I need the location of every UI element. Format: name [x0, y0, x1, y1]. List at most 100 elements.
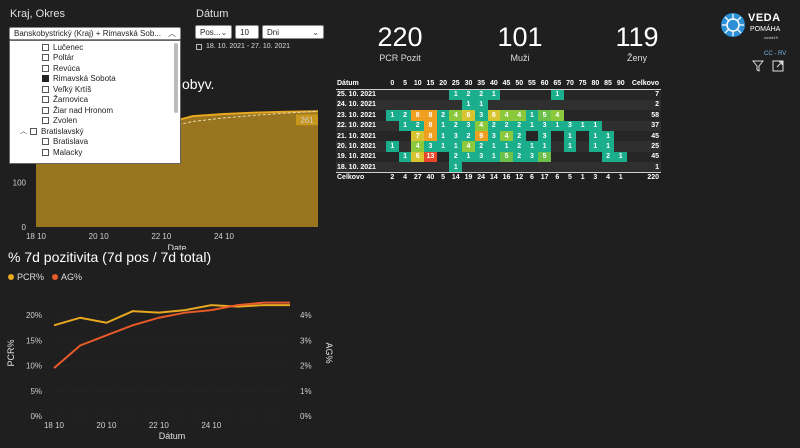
checkbox[interactable] — [42, 148, 49, 156]
matrix-cell — [563, 89, 577, 100]
checkbox[interactable] — [42, 75, 49, 83]
matrix-row[interactable]: 20. 10. 2021 1 4 3 1 1 4 2 1 1 2 1 1 1 1 1 25 — [336, 141, 662, 152]
region-option[interactable]: ︿ Bratislavský — [14, 126, 180, 137]
matrix-row-total: 58 — [627, 110, 662, 121]
period-mode-value: Pos... — [200, 27, 221, 37]
checkbox[interactable] — [42, 138, 49, 146]
filter-icon[interactable] — [752, 60, 764, 72]
matrix-cell — [386, 151, 399, 163]
matrix-cell — [601, 162, 615, 173]
matrix-cell — [576, 99, 589, 111]
matrix-cell — [411, 162, 425, 173]
checkbox[interactable] — [42, 43, 49, 51]
kpi-pcr-positive: 220 PCR Pozit — [360, 22, 440, 63]
region-option[interactable]: Zvolen — [14, 116, 180, 127]
matrix-row[interactable]: 22. 10. 2021 1 2 8 1 2 3 4 2 2 2 1 3 1 3 1 1 37 — [336, 120, 662, 131]
matrix-cell — [614, 141, 628, 152]
matrix-cell: 4 — [512, 110, 526, 121]
dropdown-scrollbar[interactable] — [174, 43, 178, 113]
region-option[interactable]: Žiar nad Hronom — [14, 105, 180, 116]
matrix-row-header: 22. 10. 2021 — [336, 120, 386, 131]
matrix-row-total: 2 — [627, 99, 662, 111]
matrix-row[interactable]: 24. 10. 2021 1 1 2 — [336, 99, 662, 111]
matrix-cell: 1 — [525, 141, 539, 152]
region-option[interactable]: Revúca — [14, 63, 180, 74]
matrix-row[interactable]: 23. 10. 2021 1 2 8 8 2 4 6 3 6 4 4 1 5 4 58 — [336, 110, 662, 121]
region-option[interactable]: Žarnovica — [14, 95, 180, 106]
region-option[interactable]: Lučenec — [14, 42, 180, 53]
calendar-icon[interactable] — [196, 43, 202, 50]
legend-item-ag[interactable]: AG% — [52, 272, 82, 282]
matrix-cell: 1 — [487, 151, 501, 163]
matrix-row-total: 25 — [627, 141, 662, 152]
matrix-cell — [474, 162, 488, 173]
matrix-row-total: 45 — [627, 151, 662, 163]
matrix-cell — [386, 99, 399, 111]
matrix-cell: 1 — [487, 141, 501, 152]
matrix-column-header: 60 — [538, 79, 551, 90]
checkbox[interactable] — [42, 117, 49, 125]
matrix-cell — [500, 89, 513, 100]
matrix-cell: 1 — [462, 151, 475, 163]
matrix-cell: 4 — [500, 130, 513, 142]
matrix-cell: 2 — [512, 141, 526, 152]
matrix-cell: 1 — [589, 130, 602, 142]
checkbox[interactable] — [42, 96, 49, 104]
region-option[interactable]: Poltár — [14, 53, 180, 64]
matrix-cell — [525, 99, 539, 111]
matrix-cell: 2 — [474, 141, 488, 152]
checkbox[interactable] — [42, 106, 49, 114]
matrix-cell: 1 — [449, 89, 463, 100]
y-left-tick-label: 0% — [30, 412, 42, 421]
matrix-cell: 2 — [512, 130, 526, 142]
region-option[interactable]: Malacky — [14, 147, 180, 158]
region-option[interactable]: Veľký Krtíš — [14, 84, 180, 95]
region-combobox[interactable]: Banskobystrický (Kraj) + Rimavská Sob...… — [9, 27, 181, 40]
matrix-row-header: 20. 10. 2021 — [336, 141, 386, 152]
period-count-input[interactable]: 10 — [235, 25, 259, 39]
focus-mode-icon[interactable] — [772, 60, 784, 72]
matrix-cell: 1 — [550, 89, 564, 100]
matrix-row[interactable]: 18. 10. 2021 1 1 — [336, 162, 662, 173]
matrix-cell — [538, 162, 551, 173]
matrix-cell — [398, 162, 412, 173]
matrix-cell: 1 — [398, 120, 412, 131]
region-option[interactable]: Bratislava — [14, 137, 180, 148]
chevron-up-icon[interactable]: ︿ — [20, 128, 27, 136]
matrix-column-header: 10 — [411, 79, 425, 90]
matrix-row[interactable]: 19. 10. 2021 1 6 13 2 1 3 1 5 2 3 5 2 1 45 — [336, 151, 662, 163]
period-mode-select[interactable]: Pos... ⌄ — [195, 25, 232, 39]
period-unit-select[interactable]: Dni ⌄ — [262, 25, 324, 39]
matrix-row[interactable]: 21. 10. 2021 7 8 1 3 2 9 3 4 2 3 1 1 1 45 — [336, 130, 662, 142]
matrix-cell — [411, 89, 425, 100]
matrix-cell — [550, 141, 564, 152]
checkbox[interactable] — [42, 85, 49, 93]
matrix-cell — [563, 151, 577, 163]
x-axis-title: Dátum — [159, 431, 186, 441]
checkbox[interactable] — [42, 54, 49, 62]
matrix-cell — [614, 162, 628, 173]
matrix-cell: 1 — [563, 141, 577, 152]
checkbox[interactable] — [42, 64, 49, 72]
checkbox[interactable] — [30, 127, 37, 135]
matrix-cell: 1 — [449, 162, 463, 173]
matrix-column-total: 14 — [487, 171, 501, 183]
region-dropdown-list[interactable]: Lučenec Poltár Revúca Rimavská Sobota Veľký … — [9, 40, 181, 164]
region-option-label: Zvolen — [53, 116, 78, 126]
matrix-total-header: Celkovo — [627, 79, 662, 90]
matrix-cell: 4 — [474, 120, 488, 131]
matrix-column-total: 6 — [525, 171, 539, 183]
y-left-tick-label: 10% — [26, 362, 42, 371]
chevron-up-icon[interactable]: ︿ — [168, 29, 176, 38]
matrix-column-total: 1 — [576, 171, 589, 183]
legend-item-pcr[interactable]: PCR% — [8, 272, 44, 282]
matrix-row[interactable]: 25. 10. 2021 1 2 2 1 1 7 — [336, 89, 662, 100]
matrix-cell: 2 — [436, 110, 450, 121]
matrix-cell — [424, 89, 437, 100]
region-option[interactable]: Rimavská Sobota — [14, 74, 180, 85]
matrix-row-header: 18. 10. 2021 — [336, 162, 386, 173]
matrix-cell — [500, 162, 513, 173]
incidence-chart-title: obyv. — [182, 76, 215, 92]
y-right-axis-title: AG% — [324, 342, 334, 363]
matrix-cell: 6 — [462, 110, 475, 121]
